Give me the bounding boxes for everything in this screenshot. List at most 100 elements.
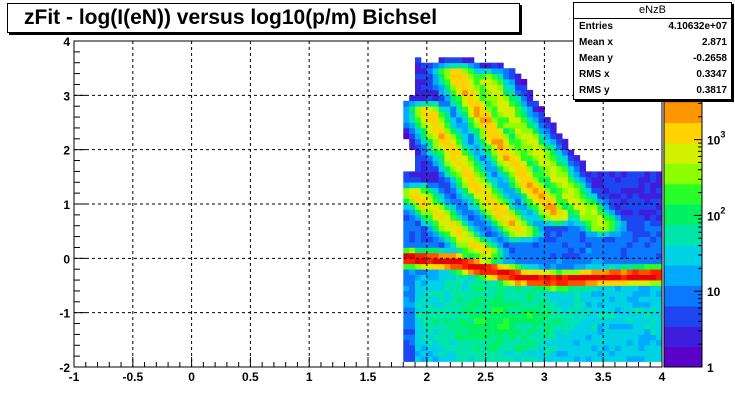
heatmap-cell <box>632 231 639 237</box>
heatmap-cell <box>573 225 581 232</box>
heatmap-cell <box>650 269 657 275</box>
heatmap-cell <box>544 231 551 237</box>
heatmap-cell <box>515 312 522 319</box>
heatmap-cell <box>515 171 522 178</box>
heatmap-cell <box>597 339 604 346</box>
heatmap-cell <box>556 339 563 346</box>
heatmap-cell <box>544 236 551 243</box>
heatmap-cell <box>585 318 592 324</box>
heatmap-cell <box>532 334 539 341</box>
heatmap-cell <box>432 193 439 199</box>
x-tick-label: -0.5 <box>122 370 143 384</box>
heatmap-cell <box>550 263 557 270</box>
heatmap-cell <box>538 155 545 161</box>
heatmap-cell <box>479 73 486 80</box>
heatmap-cell <box>479 111 486 118</box>
heatmap-cell <box>426 111 434 118</box>
palette-tick-label: 102 <box>707 205 725 223</box>
heatmap-cell <box>597 274 604 281</box>
heatmap-cell <box>497 269 504 275</box>
heatmap-cell <box>585 356 592 362</box>
heatmap-cell <box>515 242 522 248</box>
palette-tick-exponent: 3 <box>720 130 725 140</box>
heatmap-cell <box>491 214 498 221</box>
heatmap-cell <box>515 225 522 232</box>
heatmap-cell <box>609 214 616 221</box>
heatmap-cell <box>515 301 522 308</box>
heatmap-cell <box>632 285 639 292</box>
heatmap-cell <box>520 214 528 221</box>
heatmap-cell <box>520 89 528 96</box>
heatmap-cell <box>567 231 575 237</box>
heatmap-cell <box>409 122 416 129</box>
heatmap-cell <box>432 198 439 205</box>
heatmap-cell <box>626 307 633 313</box>
heatmap-cell <box>644 274 651 281</box>
heatmap-cell <box>650 247 657 254</box>
heatmap-cell <box>573 155 581 161</box>
heatmap-cell <box>520 171 528 178</box>
heatmap-cell <box>562 171 569 178</box>
heatmap-cell <box>526 334 534 341</box>
heatmap-cell <box>597 329 604 335</box>
heatmap-cell <box>538 258 545 265</box>
heatmap-cell <box>479 79 486 85</box>
heatmap-cell <box>444 84 451 91</box>
heatmap-cell <box>579 258 586 265</box>
heatmap-cell <box>550 252 557 259</box>
heatmap-cell <box>444 171 451 178</box>
heatmap-cell <box>603 329 610 335</box>
heatmap-cell <box>515 117 522 123</box>
heatmap-cell <box>420 231 428 237</box>
heatmap-cell <box>585 269 592 275</box>
heatmap-cell <box>485 329 492 335</box>
heatmap-cell <box>544 258 551 265</box>
y-tick-label: 2 <box>63 144 70 158</box>
heatmap-cell <box>473 350 481 357</box>
heatmap-cell <box>609 263 616 270</box>
heatmap-cell <box>562 247 569 254</box>
heatmap-cell <box>526 231 534 237</box>
heatmap-cell <box>520 155 528 161</box>
heatmap-cell <box>444 274 451 281</box>
heatmap-cell <box>420 198 428 205</box>
heatmap-cell <box>503 220 510 227</box>
heatmap-cell <box>515 160 522 167</box>
heatmap-cell <box>550 220 557 227</box>
heatmap-cell <box>473 166 481 172</box>
heatmap-cell <box>579 296 586 303</box>
heatmap-cell <box>532 149 539 156</box>
heatmap-cell <box>426 290 434 297</box>
heatmap-cell <box>426 301 434 308</box>
heatmap-cell <box>573 307 581 313</box>
heatmap-cell <box>450 258 457 265</box>
heatmap-cell <box>509 258 516 265</box>
heatmap-cell <box>650 296 657 303</box>
heatmap-cell <box>544 296 551 303</box>
heatmap-cell <box>479 242 486 248</box>
heatmap-cell <box>420 269 428 275</box>
heatmap-cell <box>603 176 610 183</box>
heatmap-cell <box>468 155 475 161</box>
heatmap-cell <box>567 166 575 172</box>
heatmap-cell <box>456 204 463 210</box>
heatmap-cell <box>497 285 504 292</box>
heatmap-cell <box>444 204 451 210</box>
heatmap-cell <box>403 198 410 205</box>
heatmap-cell <box>526 236 534 243</box>
heatmap-cell <box>409 329 416 335</box>
heatmap-cell <box>597 198 604 205</box>
heatmap-cell <box>632 339 639 346</box>
heatmap-cell <box>550 182 557 189</box>
heatmap-cell <box>444 263 451 270</box>
heatmap-cell <box>415 127 422 134</box>
heatmap-cell <box>497 68 504 74</box>
heatmap-cell <box>497 296 504 303</box>
heatmap-cell <box>656 187 663 194</box>
heatmap-cell <box>509 247 516 254</box>
heatmap-cell <box>532 290 539 297</box>
heatmap-cell <box>538 329 545 335</box>
heatmap-cell <box>509 231 516 237</box>
heatmap-cell <box>497 323 504 330</box>
heatmap-cell <box>591 296 598 303</box>
